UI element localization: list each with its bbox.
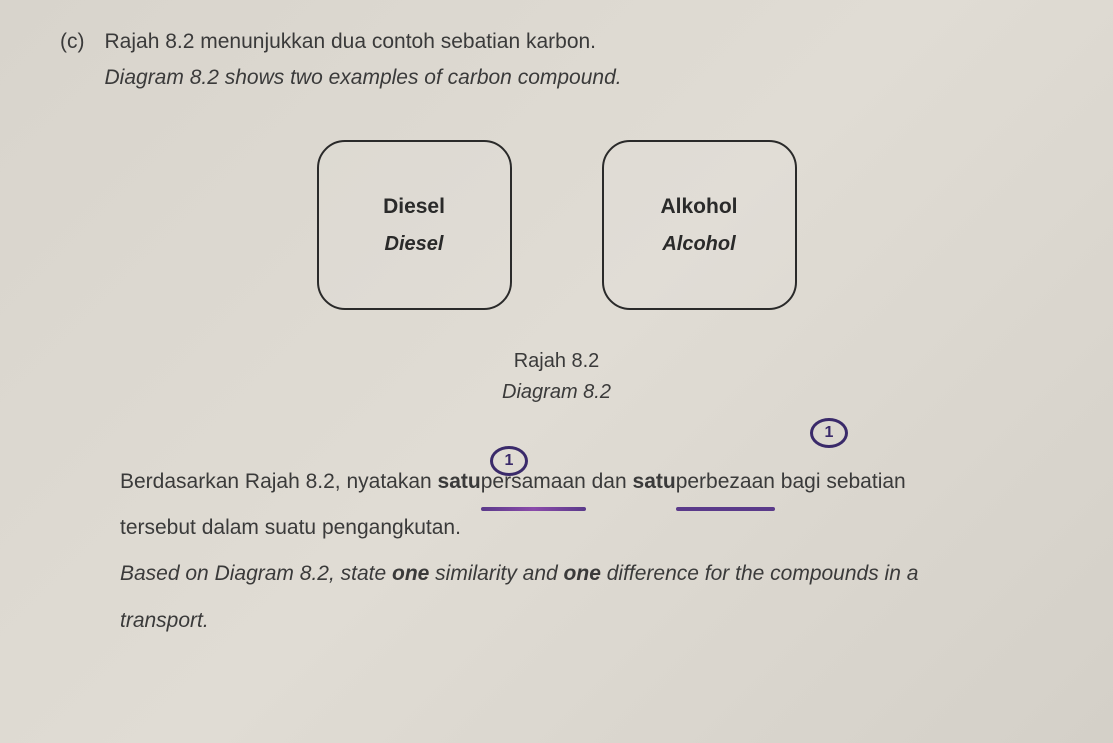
- question-text-group: Rajah 8.2 menunjukkan dua contoh sebatia…: [105, 30, 1054, 90]
- question-header: (c) Rajah 8.2 menunjukkan dua contoh seb…: [60, 30, 1053, 90]
- instruction-malay-part1: Berdasarkan Rajah 8.2, nyatakan: [120, 470, 438, 493]
- instruction-malay-part3: bagi sebatian: [775, 470, 906, 493]
- compound-alcohol-english: Alcohol: [662, 233, 735, 256]
- compound-diesel-malay: Diesel: [383, 195, 445, 219]
- circle-mark-2-value: 1: [825, 424, 834, 442]
- caption-english: Diagram 8.2: [502, 381, 611, 404]
- instruction-malay-satu2: satu: [633, 470, 676, 493]
- question-marker: (c): [60, 30, 85, 54]
- underlined-perbezaan: perbezaan: [676, 459, 775, 505]
- compound-box-alcohol: Alkohol Alcohol: [602, 140, 797, 310]
- instruction-english-part1: Based on Diagram 8.2, state: [120, 562, 392, 585]
- instruction-malay-line1: Berdasarkan Rajah 8.2, nyatakan satu per…: [120, 459, 1053, 505]
- instruction-english-part3: difference for the compounds in a: [601, 562, 919, 585]
- instruction-english-one1: one: [392, 562, 429, 585]
- handwritten-circle-mark-2: 1: [810, 418, 848, 448]
- diagram-caption: Rajah 8.2 Diagram 8.2: [60, 350, 1053, 404]
- caption-malay: Rajah 8.2: [60, 350, 1053, 373]
- instruction-english-one2: one: [564, 562, 601, 585]
- compound-diesel-english: Diesel: [385, 233, 444, 256]
- instruction-english-line1: Based on Diagram 8.2, state one similari…: [120, 551, 1053, 597]
- instruction-english-part2: similarity and: [429, 562, 563, 585]
- instruction-english-line2: transport.: [120, 598, 1053, 644]
- compound-alcohol-malay: Alkohol: [661, 195, 738, 219]
- question-text-english: Diagram 8.2 shows two examples of carbon…: [105, 66, 1054, 90]
- question-text-malay: Rajah 8.2 menunjukkan dua contoh sebatia…: [105, 30, 1054, 54]
- underlined-persamaan: persamaan: [481, 459, 586, 505]
- diagram-area: Diesel Diesel Alkohol Alcohol: [60, 140, 1053, 310]
- instruction-block: Berdasarkan Rajah 8.2, nyatakan satu per…: [60, 459, 1053, 644]
- instruction-malay-line2: tersebut dalam suatu pengangkutan.: [120, 505, 1053, 551]
- compound-box-diesel: Diesel Diesel: [317, 140, 512, 310]
- instruction-malay-part2: dan: [586, 470, 633, 493]
- instruction-malay-satu1: satu: [438, 470, 481, 493]
